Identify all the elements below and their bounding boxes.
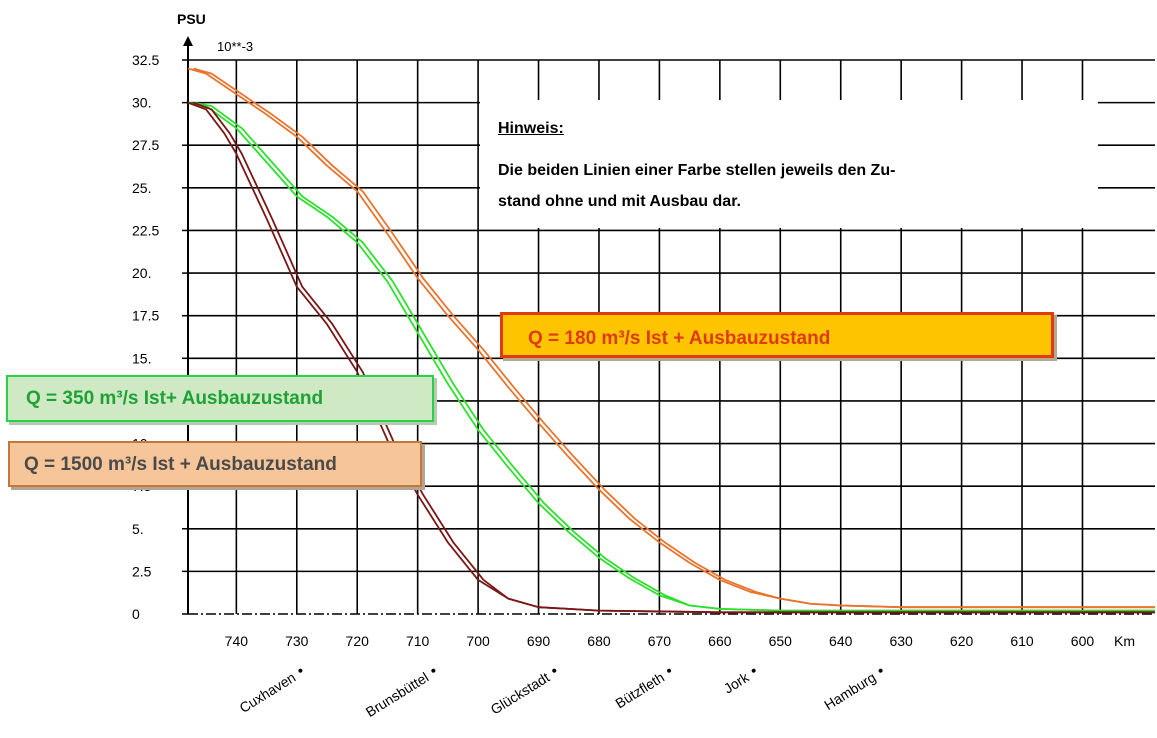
location-name: Hamburg xyxy=(821,669,878,713)
location-name: Bützfleth xyxy=(612,669,667,711)
location-name: Brunsbüttel xyxy=(363,669,432,720)
location-dot xyxy=(431,668,436,673)
location-dot xyxy=(552,668,557,673)
y-tick-labels: 02.55.7.510.12.515.17.520.22.525.27.530.… xyxy=(132,52,188,622)
y-tick-label: 30. xyxy=(132,95,151,111)
y-tick-label: 5. xyxy=(132,521,144,537)
x-tick-label: 700 xyxy=(466,633,490,649)
axes xyxy=(183,36,1155,615)
location-name: Cuxhaven xyxy=(236,669,298,716)
location-label: Bützfleth xyxy=(612,668,672,711)
y-tick-label: 0 xyxy=(132,606,140,622)
location-label: Glückstadt xyxy=(488,668,557,718)
location-dot xyxy=(667,668,672,673)
location-name: Jork xyxy=(721,668,753,696)
x-tick-label: 660 xyxy=(708,633,732,649)
legend-label-q180: Q = 180 m³/s Ist + Ausbauzustand xyxy=(500,312,1054,358)
x-tick-label: 610 xyxy=(1010,633,1034,649)
y-tick-label: 15. xyxy=(132,350,151,366)
note-text-line-2: stand ohne und mit Ausbau dar. xyxy=(498,193,741,210)
x-tick-label: 620 xyxy=(950,633,974,649)
legend-label-q350: Q = 350 m³/s Ist+ Ausbauzustand xyxy=(6,375,434,422)
series-line-2-ausbau xyxy=(193,101,1155,614)
series-line-0-ausbau xyxy=(193,67,1155,609)
x-tick-label: 630 xyxy=(889,633,913,649)
location-label: Cuxhaven xyxy=(236,668,303,716)
x-tick-label: 720 xyxy=(346,633,370,649)
legend-label-q1500: Q = 1500 m³/s Ist + Ausbauzustand xyxy=(8,441,422,487)
y-axis-label: PSU xyxy=(177,11,206,27)
note-title: Hinweis: xyxy=(498,120,564,137)
location-dot xyxy=(751,668,756,673)
x-tick-label: 730 xyxy=(285,633,309,649)
x-tick-label: 740 xyxy=(225,633,249,649)
y-axis-multiplier: 10**-3 xyxy=(217,39,253,54)
location-name: Glückstadt xyxy=(488,669,553,718)
y-tick-label: 27.5 xyxy=(132,137,159,153)
x-tick-label: 640 xyxy=(829,633,853,649)
series-line-1-ausbau xyxy=(193,101,1155,612)
x-tick-labels: 740 730 720 710 700 690 680 670 660 650 640 630 620 6… xyxy=(225,633,1095,649)
y-tick-label: 17.5 xyxy=(132,308,159,324)
y-axis-arrow xyxy=(183,36,193,46)
location-label: Jork xyxy=(721,668,756,697)
x-tick-label: 690 xyxy=(527,633,551,649)
x-tick-label: 600 xyxy=(1071,633,1095,649)
y-tick-label: 32.5 xyxy=(132,52,159,68)
note-box: Hinweis: Die beiden Linien einer Farbe s… xyxy=(480,100,1098,228)
x-tick-label: 680 xyxy=(587,633,611,649)
note-text-line-1: Die beiden Linien einer Farbe stellen je… xyxy=(498,162,896,179)
y-tick-label: 25. xyxy=(132,180,151,196)
y-tick-label: 22.5 xyxy=(132,222,159,238)
x-tick-label: 650 xyxy=(769,633,793,649)
x-tick-label: 670 xyxy=(648,633,672,649)
y-tick-label: 2.5 xyxy=(132,563,152,579)
location-dot xyxy=(878,668,883,673)
x-tick-label: 710 xyxy=(406,633,430,649)
y-tick-label: 20. xyxy=(132,265,151,281)
series-lines xyxy=(187,67,1155,614)
x-axis-label: Km xyxy=(1114,633,1135,649)
location-label: Brunsbüttel xyxy=(363,668,436,720)
location-dot xyxy=(298,668,303,673)
location-label: Hamburg xyxy=(821,668,883,713)
location-labels: Cuxhaven Brunsbüttel Glückstadt Bützfleth Jo… xyxy=(236,668,883,720)
